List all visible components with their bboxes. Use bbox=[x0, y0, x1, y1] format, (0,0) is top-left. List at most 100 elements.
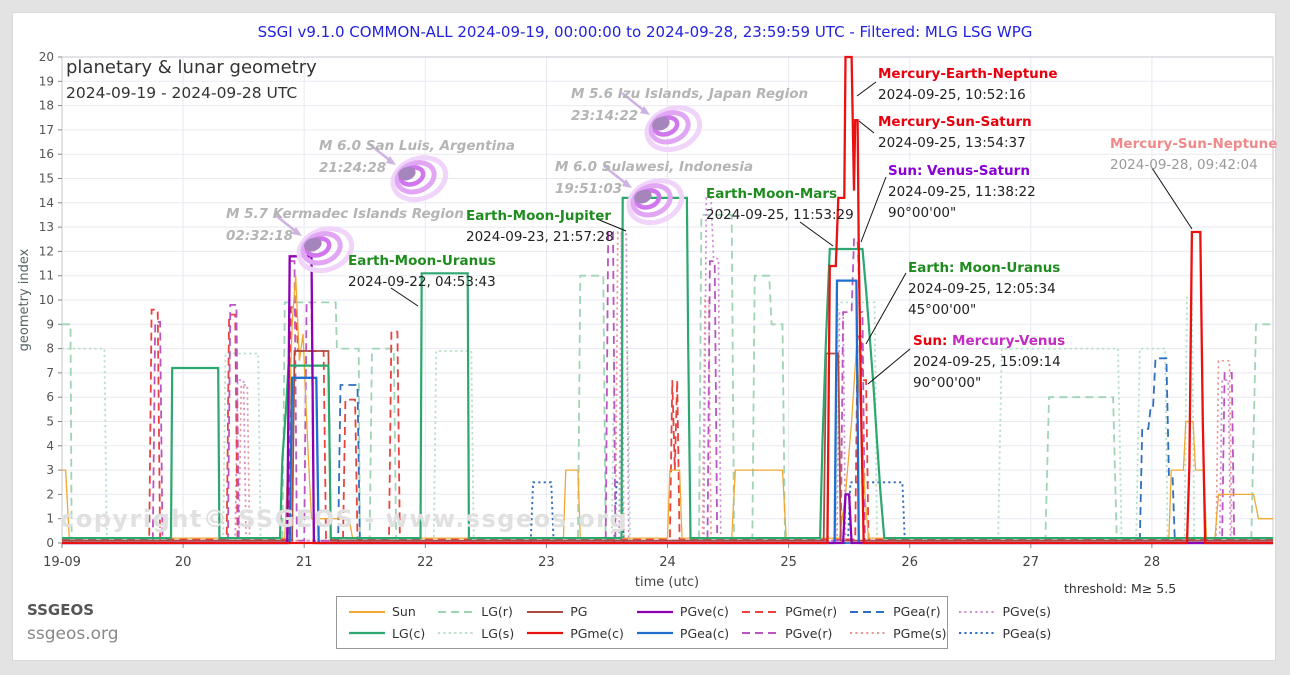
legend-line-sample bbox=[636, 610, 673, 613]
series-PGme(r) bbox=[62, 306, 1273, 541]
y-tick-label: 10 bbox=[39, 293, 54, 307]
legend-line-sample bbox=[438, 610, 475, 613]
legend-item-PGve(s): PGve(s) bbox=[959, 604, 1051, 619]
y-tick-label: 20 bbox=[39, 50, 54, 64]
earthquake-icon bbox=[390, 155, 449, 203]
earthquake-icon bbox=[644, 105, 703, 153]
y-tick-label: 4 bbox=[46, 439, 54, 453]
legend-label: PGea(c) bbox=[679, 625, 730, 641]
plot-subheading: 2024-09-19 - 2024-09-28 UTC bbox=[66, 84, 298, 102]
leader-line bbox=[865, 272, 907, 345]
legend-item-PGea(r): PGea(r) bbox=[850, 604, 946, 619]
legend-line-sample bbox=[527, 610, 564, 613]
x-tick-label: 28 bbox=[1144, 555, 1161, 570]
y-tick-label: 15 bbox=[39, 172, 54, 186]
legend-item-PGea(s): PGea(s) bbox=[959, 626, 1051, 641]
chart-card bbox=[12, 12, 1276, 661]
series-PGea(r) bbox=[62, 357, 1273, 544]
legend-label: PGve(s) bbox=[1002, 604, 1052, 620]
legend-item-PGme(r): PGme(r) bbox=[742, 604, 837, 619]
legend-item-Sun: Sun bbox=[349, 604, 425, 619]
legend-item-PGve(c): PGve(c) bbox=[636, 604, 729, 620]
leader-line bbox=[596, 218, 627, 232]
series-LG(s) bbox=[62, 296, 1273, 542]
earthquake-icon bbox=[296, 226, 355, 274]
leader-line bbox=[856, 81, 877, 97]
leader-line bbox=[390, 287, 419, 307]
x-tick-label: 27 bbox=[1023, 555, 1040, 570]
legend-line-sample bbox=[527, 632, 564, 635]
y-tick-label: 13 bbox=[39, 220, 54, 234]
leader-line bbox=[860, 176, 887, 243]
legend-label: PGme(r) bbox=[785, 604, 838, 620]
y-tick-label: 11 bbox=[39, 269, 54, 283]
quake-epicenter bbox=[304, 237, 322, 252]
leader-line bbox=[1151, 167, 1193, 230]
y-tick-label: 8 bbox=[46, 342, 54, 356]
legend-item-PGme(c): PGme(c) bbox=[527, 626, 624, 641]
y-tick-label: 18 bbox=[39, 99, 54, 113]
legend-line-sample bbox=[959, 610, 996, 613]
legend: Sun LG(c) LG(r) LG(s) PG PGme(c) PGve(c) PGea(c… bbox=[336, 596, 1051, 649]
legend-item-LG(c): LG(c) bbox=[349, 626, 425, 641]
x-tick-label: 23 bbox=[538, 555, 555, 570]
y-axis-label: geometry index bbox=[17, 248, 32, 351]
leader-line bbox=[867, 348, 911, 385]
x-axis-label: time (utc) bbox=[635, 575, 699, 590]
brand-name: SSGEOS bbox=[27, 601, 95, 619]
x-tick-label: 21 bbox=[296, 555, 313, 570]
legend-label: LG(r) bbox=[481, 604, 513, 620]
y-tick-label: 6 bbox=[46, 390, 54, 404]
legend-label: PGea(r) bbox=[893, 604, 941, 620]
y-tick-label: 7 bbox=[46, 366, 54, 380]
legend-line-sample bbox=[850, 610, 887, 613]
legend-line-sample bbox=[959, 632, 996, 635]
y-tick-label: 1 bbox=[46, 512, 54, 526]
quake-arrow-head bbox=[640, 106, 650, 115]
x-tick-label: 20 bbox=[175, 555, 192, 570]
leader-line bbox=[799, 221, 834, 247]
quake-arrow-head bbox=[292, 227, 302, 236]
brand-site: ssgeos.org bbox=[27, 624, 119, 644]
legend-item-LG(s): LG(s) bbox=[438, 626, 514, 641]
legend-label: PGve(r) bbox=[785, 625, 833, 641]
legend-label: PGea(s) bbox=[1002, 625, 1052, 641]
legend-label: LG(c) bbox=[392, 625, 426, 641]
legend-label: PGme(c) bbox=[570, 625, 624, 641]
leader-line bbox=[858, 120, 875, 134]
legend-item-PGea(c): PGea(c) bbox=[636, 625, 730, 641]
quake-ripple bbox=[390, 155, 449, 203]
x-tick-label: 22 bbox=[417, 555, 434, 570]
legend-line-sample bbox=[636, 632, 673, 635]
x-tick-label: 26 bbox=[901, 555, 918, 570]
x-tick-label: 24 bbox=[659, 555, 676, 570]
y-tick-label: 14 bbox=[39, 196, 54, 210]
series-LG(c) bbox=[62, 196, 1273, 540]
legend-label: LG(s) bbox=[481, 625, 515, 641]
plot-heading: planetary & lunar geometry bbox=[66, 57, 317, 78]
quake-epicenter bbox=[398, 166, 416, 181]
quake-ripple bbox=[626, 178, 685, 226]
y-tick-label: 19 bbox=[39, 74, 54, 88]
legend-label: PGve(c) bbox=[679, 604, 729, 620]
legend-label: PG bbox=[570, 604, 588, 620]
x-tick-label: 25 bbox=[780, 555, 797, 570]
quake-epicenter bbox=[634, 189, 652, 204]
y-tick-label: 2 bbox=[46, 487, 54, 501]
legend-line-sample bbox=[742, 632, 779, 635]
y-tick-label: 9 bbox=[46, 317, 54, 331]
legend-line-sample bbox=[349, 610, 385, 613]
legend-item-LG(r): LG(r) bbox=[438, 604, 514, 619]
quake-ripple bbox=[394, 160, 437, 195]
quake-epicenter bbox=[652, 116, 670, 131]
quake-ripple bbox=[630, 183, 673, 218]
legend-line-sample bbox=[742, 610, 779, 613]
x-tick-label: 19-09 bbox=[43, 555, 81, 570]
quake-ripple bbox=[648, 110, 691, 145]
quake-arrow-head bbox=[622, 179, 632, 188]
legend-line-sample bbox=[349, 632, 385, 635]
series-PGea(s) bbox=[62, 481, 1273, 544]
legend-line-sample bbox=[850, 632, 887, 635]
y-tick-label: 3 bbox=[46, 463, 54, 477]
